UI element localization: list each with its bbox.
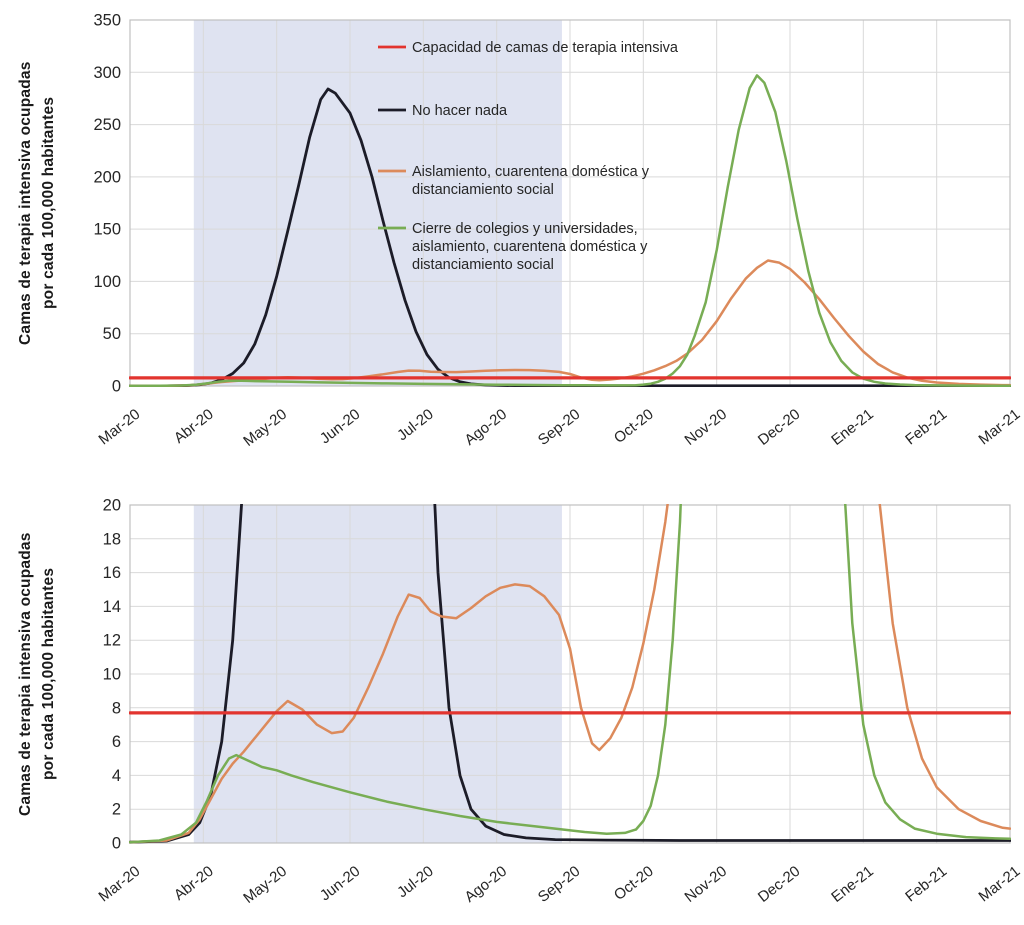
y-tick-label: 14 [103,598,121,616]
y-tick-labels: 0 50 100 150 200 250 300 350 [93,12,121,396]
x-tick-label: Jul-20 [394,863,437,902]
series-line-school-closure [129,504,1011,844]
y-tick-label: 2 [112,801,121,819]
y-tick-label: 12 [103,632,121,650]
legend: Capacidad de camas de terapia intensiva N… [378,40,679,273]
x-tick-label: Abr-20 [171,863,217,904]
y-tick-label: 250 [93,116,121,134]
x-tick-label: May-20 [240,863,290,907]
y-tick-label: 10 [103,666,121,684]
legend-item-do-nothing: No hacer nada [378,103,508,119]
y-tick-label: 16 [103,564,121,582]
x-tick-label: Dec-20 [755,863,804,906]
x-tick-label: Mar-21 [976,406,1024,449]
legend-text-line: Capacidad de camas de terapia intensiva [412,40,679,56]
y-axis-label-line1: Camas de terapia intensiva ocupadas [17,532,34,816]
y-tick-label: 100 [93,273,121,291]
series-line-isolation [129,504,1011,844]
series-line-do-nothing [129,504,1011,844]
x-tick-label: Mar-20 [96,863,144,906]
y-axis-label-line2: por cada 100,000 habitantes [40,96,57,310]
x-tick-label: Mar-20 [96,406,144,449]
legend-text-line: distanciamiento social [412,257,554,273]
legend-item-school-closure: Cierre de colegios y universidades, aisla… [378,221,648,273]
x-tick-label: Dec-20 [755,406,804,449]
y-tick-label: 6 [112,733,121,751]
series-line-school-closure [129,74,1011,387]
x-tick-labels: Mar-20 Abr-20 May-20 Jun-20 Jul-20 Ago-20 Sep-… [96,863,1024,907]
y-axis-label-top-chart: Camas de terapia intensiva ocupadas por c… [14,12,60,394]
legend-text-line: No hacer nada [412,103,508,119]
legend-text-line: Aislamiento, cuarentena doméstica y [412,164,650,180]
y-tick-labels: 0 2 4 6 8 10 12 14 16 18 20 [103,497,121,853]
x-tick-label: Ago-20 [462,406,511,449]
y-axis-label-line2: por cada 100,000 habitantes [40,567,57,781]
plot-border [129,504,1011,844]
x-tick-label: Oct-20 [611,406,657,447]
y-axis-label-line1: Camas de terapia intensiva ocupadas [17,61,34,345]
y-tick-label: 18 [103,530,121,548]
chart-icu-beds-full-scale: 0 50 100 150 200 250 300 350 Mar-20 Abr-20 May-20 J… [93,12,1023,450]
legend-text-line: aislamiento, cuarentena doméstica y [412,239,648,255]
y-tick-label: 0 [112,835,121,853]
y-tick-label: 8 [112,699,121,717]
legend-item-capacity: Capacidad de camas de terapia intensiva [378,40,679,56]
legend-text-line: Cierre de colegios y universidades, [412,221,638,237]
x-tick-label: Nov-20 [682,406,731,449]
y-tick-label: 150 [93,221,121,239]
x-tick-label: Sep-20 [535,406,584,449]
y-tick-label: 20 [103,497,121,515]
x-tick-label: May-20 [240,406,290,450]
x-tick-label: Oct-20 [611,863,657,904]
x-tick-label: Ene-21 [828,863,877,906]
x-tick-labels: Mar-20 Abr-20 May-20 Jun-20 Jul-20 Ago-20 Sep-… [96,406,1024,450]
y-tick-label: 50 [103,325,121,343]
x-tick-label: Feb-21 [902,863,950,906]
x-tick-label: Abr-20 [171,406,217,447]
legend-text-line: distanciamiento social [412,182,554,198]
x-tick-label: Sep-20 [535,863,584,906]
x-tick-label: Jun-20 [317,863,364,905]
y-tick-label: 200 [93,168,121,186]
x-tick-label: Ene-21 [828,406,877,449]
x-tick-label: Mar-21 [976,863,1024,906]
x-tick-label: Ago-20 [462,863,511,906]
legend-item-isolation: Aislamiento, cuarentena doméstica y dista… [378,164,650,198]
y-tick-label: 350 [93,12,121,30]
x-tick-label: Feb-21 [902,406,950,449]
y-axis-label-bottom-chart: Camas de terapia intensiva ocupadas por c… [14,498,60,850]
x-tick-label: Jun-20 [317,406,364,448]
x-tick-label: Jul-20 [394,406,437,445]
y-tick-label: 0 [112,378,121,396]
x-tick-label: Nov-20 [682,863,731,906]
y-tick-label: 4 [112,767,121,785]
y-tick-label: 300 [93,64,121,82]
